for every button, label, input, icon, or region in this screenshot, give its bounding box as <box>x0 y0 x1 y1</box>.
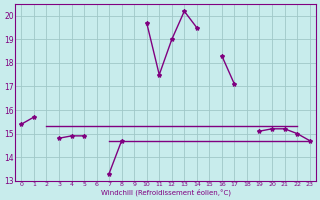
X-axis label: Windchill (Refroidissement éolien,°C): Windchill (Refroidissement éolien,°C) <box>100 188 230 196</box>
